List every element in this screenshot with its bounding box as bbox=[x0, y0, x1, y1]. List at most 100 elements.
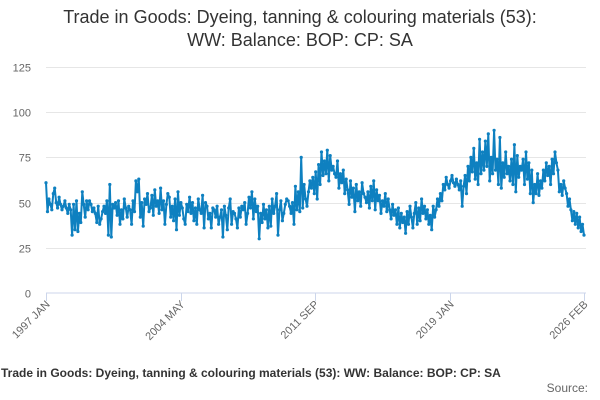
data-point[interactable] bbox=[466, 164, 470, 168]
data-point[interactable] bbox=[453, 184, 457, 188]
data-point[interactable] bbox=[389, 217, 393, 221]
data-point[interactable] bbox=[280, 219, 284, 223]
data-point[interactable] bbox=[87, 199, 92, 203]
data-point[interactable] bbox=[492, 128, 496, 132]
data-point[interactable] bbox=[121, 217, 125, 221]
data-point[interactable] bbox=[388, 208, 392, 212]
data-point[interactable] bbox=[312, 192, 316, 196]
data-point[interactable] bbox=[482, 168, 486, 172]
data-point[interactable] bbox=[337, 186, 341, 190]
data-point[interactable] bbox=[277, 208, 282, 212]
data-point[interactable] bbox=[306, 190, 311, 194]
data-point[interactable] bbox=[246, 211, 250, 215]
data-point[interactable] bbox=[202, 226, 206, 230]
data-point[interactable] bbox=[473, 177, 477, 181]
data-point[interactable] bbox=[344, 177, 348, 181]
data-point[interactable] bbox=[382, 204, 386, 208]
data-point[interactable] bbox=[83, 215, 87, 219]
data-point[interactable] bbox=[167, 195, 171, 199]
data-point[interactable] bbox=[464, 192, 469, 196]
data-point[interactable] bbox=[195, 222, 199, 226]
data-point[interactable] bbox=[531, 201, 535, 205]
data-point[interactable] bbox=[98, 222, 102, 226]
data-point[interactable] bbox=[398, 226, 402, 230]
data-point[interactable] bbox=[308, 179, 312, 183]
data-point[interactable] bbox=[257, 237, 261, 241]
data-point[interactable] bbox=[260, 220, 264, 225]
data-point[interactable] bbox=[114, 201, 118, 205]
data-point[interactable] bbox=[369, 184, 373, 188]
data-point[interactable] bbox=[157, 211, 161, 215]
data-point[interactable] bbox=[424, 217, 428, 221]
data-point[interactable] bbox=[498, 135, 502, 140]
data-point[interactable] bbox=[467, 179, 471, 183]
data-point[interactable] bbox=[486, 132, 490, 136]
data-point[interactable] bbox=[573, 222, 577, 226]
data-point[interactable] bbox=[288, 204, 292, 208]
data-point[interactable] bbox=[225, 228, 229, 232]
data-point[interactable] bbox=[438, 192, 442, 196]
data-point[interactable] bbox=[491, 172, 495, 176]
data-point[interactable] bbox=[289, 211, 293, 215]
data-point[interactable] bbox=[335, 159, 340, 163]
data-point[interactable] bbox=[317, 163, 321, 167]
data-point[interactable] bbox=[415, 222, 419, 226]
data-point[interactable] bbox=[547, 164, 551, 168]
data-point[interactable] bbox=[295, 208, 299, 212]
data-point[interactable] bbox=[480, 150, 485, 154]
data-point[interactable] bbox=[137, 177, 141, 181]
data-point[interactable] bbox=[217, 222, 221, 226]
data-point[interactable] bbox=[538, 179, 543, 183]
data-point[interactable] bbox=[383, 192, 387, 196]
data-point[interactable] bbox=[56, 206, 60, 210]
data-point[interactable] bbox=[176, 190, 180, 194]
data-point[interactable] bbox=[543, 179, 547, 183]
data-point[interactable] bbox=[363, 195, 367, 199]
data-point[interactable] bbox=[572, 210, 576, 214]
data-point[interactable] bbox=[512, 143, 517, 147]
data-point[interactable] bbox=[50, 208, 54, 212]
data-point[interactable] bbox=[237, 206, 241, 210]
data-point[interactable] bbox=[565, 192, 569, 196]
data-point[interactable] bbox=[244, 222, 248, 226]
data-point[interactable] bbox=[159, 186, 163, 190]
data-point[interactable] bbox=[463, 173, 467, 178]
data-point[interactable] bbox=[292, 222, 296, 226]
data-point[interactable] bbox=[76, 229, 80, 234]
data-point[interactable] bbox=[218, 215, 222, 219]
data-point[interactable] bbox=[156, 199, 160, 203]
data-point[interactable] bbox=[51, 192, 55, 196]
data-point[interactable] bbox=[402, 215, 406, 219]
data-point[interactable] bbox=[533, 182, 537, 187]
data-point[interactable] bbox=[324, 172, 328, 176]
data-point[interactable] bbox=[580, 222, 585, 226]
data-point[interactable] bbox=[154, 204, 158, 208]
data-point[interactable] bbox=[169, 215, 173, 219]
data-point[interactable] bbox=[404, 231, 408, 235]
data-point[interactable] bbox=[290, 201, 295, 205]
data-point[interactable] bbox=[54, 201, 58, 205]
data-point[interactable] bbox=[222, 204, 226, 208]
data-point[interactable] bbox=[143, 197, 147, 201]
data-point[interactable] bbox=[433, 215, 437, 219]
data-point[interactable] bbox=[386, 197, 390, 201]
data-point[interactable] bbox=[250, 190, 254, 194]
data-point[interactable] bbox=[422, 204, 427, 208]
data-point[interactable] bbox=[376, 199, 380, 203]
data-point[interactable] bbox=[557, 190, 561, 194]
data-point[interactable] bbox=[495, 157, 499, 161]
data-point[interactable] bbox=[161, 199, 166, 203]
data-point[interactable] bbox=[227, 206, 231, 210]
data-point[interactable] bbox=[138, 215, 142, 219]
data-point[interactable] bbox=[460, 204, 464, 208]
data-point[interactable] bbox=[454, 177, 458, 181]
data-point[interactable] bbox=[427, 222, 431, 226]
data-point[interactable] bbox=[135, 190, 139, 194]
data-point[interactable] bbox=[483, 139, 487, 143]
data-point[interactable] bbox=[215, 204, 219, 208]
data-point[interactable] bbox=[579, 229, 583, 234]
data-point[interactable] bbox=[66, 211, 70, 215]
data-point[interactable] bbox=[85, 199, 89, 203]
data-point[interactable] bbox=[130, 222, 134, 226]
data-point[interactable] bbox=[406, 222, 411, 226]
